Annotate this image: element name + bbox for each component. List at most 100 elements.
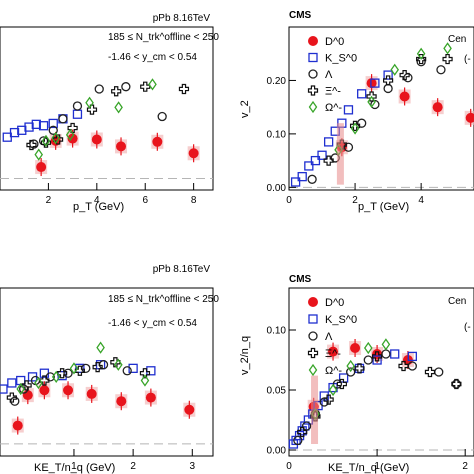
data-point-ks0 [370,78,380,88]
data-point-d0 [328,346,339,357]
x-axis-label: KE_T/n_q (GeV) [328,462,409,474]
plot-frame [0,287,214,457]
data-point-omega [69,362,79,375]
x-tick-label: 4 [94,195,100,206]
data-point-xi [424,366,436,378]
legend-label: Ω^- [325,365,342,377]
x-tick-label: 4 [418,195,424,206]
data-point-ks0 [290,177,301,187]
data-point-xi [336,378,347,390]
data-point-lambda [357,118,367,128]
tick-group: 0 1 2 0.00 0.05 0.10 [267,326,474,472]
data-point-d0 [36,162,47,173]
data-point-omega [443,42,452,55]
legend-label: Λ [325,69,333,81]
data-point-xi [140,81,151,92]
data-point-d0 [188,148,199,159]
data-point-omega [65,128,75,142]
data-point-xi [323,155,334,166]
panel-title: pPb 8.16TeV [153,13,211,24]
x-tick-label: 0 [286,195,292,206]
legend-marker [307,85,319,96]
marks-group [290,42,474,187]
data-point-omega [390,63,400,76]
data-point-omega [34,148,44,161]
legend-marker [308,297,318,307]
data-point-lambda [307,174,317,184]
data-point-omega [140,374,150,387]
data-point-xi [323,394,334,405]
data-point-omega [350,122,360,135]
x-axis-label: p_T (GeV) [358,201,409,213]
data-point-xi [67,122,78,134]
data-point-omega [363,341,373,355]
data-point-xi [92,362,103,373]
data-point-lambda [381,349,391,359]
data-point-d0 [152,136,163,147]
panel-top-left: pPb 8.16TeV 185 ≤ N_trk^offline < 250 -1… [0,13,219,213]
y-tick-label: 0.00 [267,446,287,457]
data-point-d0 [184,404,195,415]
tick-group: 0 2 4 0.00 0.10 0.20 [267,76,474,206]
tick-group: 1 2 3 [0,443,213,472]
data-point-lambda [363,355,373,365]
data-point-ks0 [354,363,365,374]
panel-top-right: CMS Cen (- v_2 p_T (GeV) 0 2 4 0.00 0.10 0.20… [239,10,474,213]
data-point-lambda [81,363,91,373]
data-point-xi [451,378,462,390]
legend-marker [308,36,318,46]
data-point-lambda [434,367,444,377]
y-axis-label: v_2 [239,100,251,118]
data-point-ks0 [407,351,417,362]
data-point-ks0 [372,355,382,365]
data-point-omega [51,131,60,145]
d0-low-pt-syst-band [336,123,344,185]
legend-label: Ξ^- [325,86,341,98]
data-point-omega [346,359,355,373]
x-tick-label: 1 [374,461,380,472]
x-tick-label: 1 [71,461,77,472]
marks-group [0,341,196,435]
annotation-rapidity: -1.46 < y_cm < 0.54 [108,52,197,63]
data-point-lambda [94,84,104,94]
cent-label-partial: Cen [448,34,466,45]
data-point-ks0 [304,161,314,171]
data-point-xi [111,86,122,97]
data-point-d0 [12,420,23,431]
legend-label: D^0 [325,36,344,48]
y-tick-label: 0.20 [267,76,287,87]
annotation-multiplicity: 185 ≤ N_trk^offline < 250 [108,32,219,43]
legend-label: K_S^0 [325,314,357,326]
data-point-lambda [10,396,20,406]
d0-low-pt-syst-band [311,375,319,444]
data-point-lambda [29,139,39,149]
data-point-xi [6,392,17,403]
data-point-xi [74,365,85,376]
panel-bottom-right: CMS Cen (- v_2/n_q KE_T/n_q (GeV) 0 1 2 0.0… [239,274,474,474]
rapidity-label-partial: (- [464,54,471,65]
x-tick-label: 8 [191,195,197,206]
data-point-ks0 [323,137,334,147]
data-point-omega [96,341,105,354]
x-tick-label: 3 [190,461,196,472]
legend-label: K_S^0 [325,53,357,65]
data-point-omega [381,338,391,351]
legend-marker [307,347,319,359]
data-point-d0 [91,134,102,145]
marks-group [288,338,462,449]
cms-label: CMS [289,274,312,285]
data-point-xi [297,426,308,438]
data-point-ks0 [7,378,17,388]
data-point-d0 [86,388,97,399]
y-tick-label: 0.05 [267,386,287,397]
data-point-xi [57,368,68,379]
data-point-omega [34,376,43,390]
data-point-d0 [350,343,361,353]
data-point-lambda [98,360,109,370]
data-point-lambda [346,367,356,377]
data-point-lambda [293,435,303,446]
data-point-ks0 [31,119,41,129]
legend-marker [308,363,318,377]
data-point-lambda [122,366,132,376]
data-point-ks0 [24,122,34,132]
